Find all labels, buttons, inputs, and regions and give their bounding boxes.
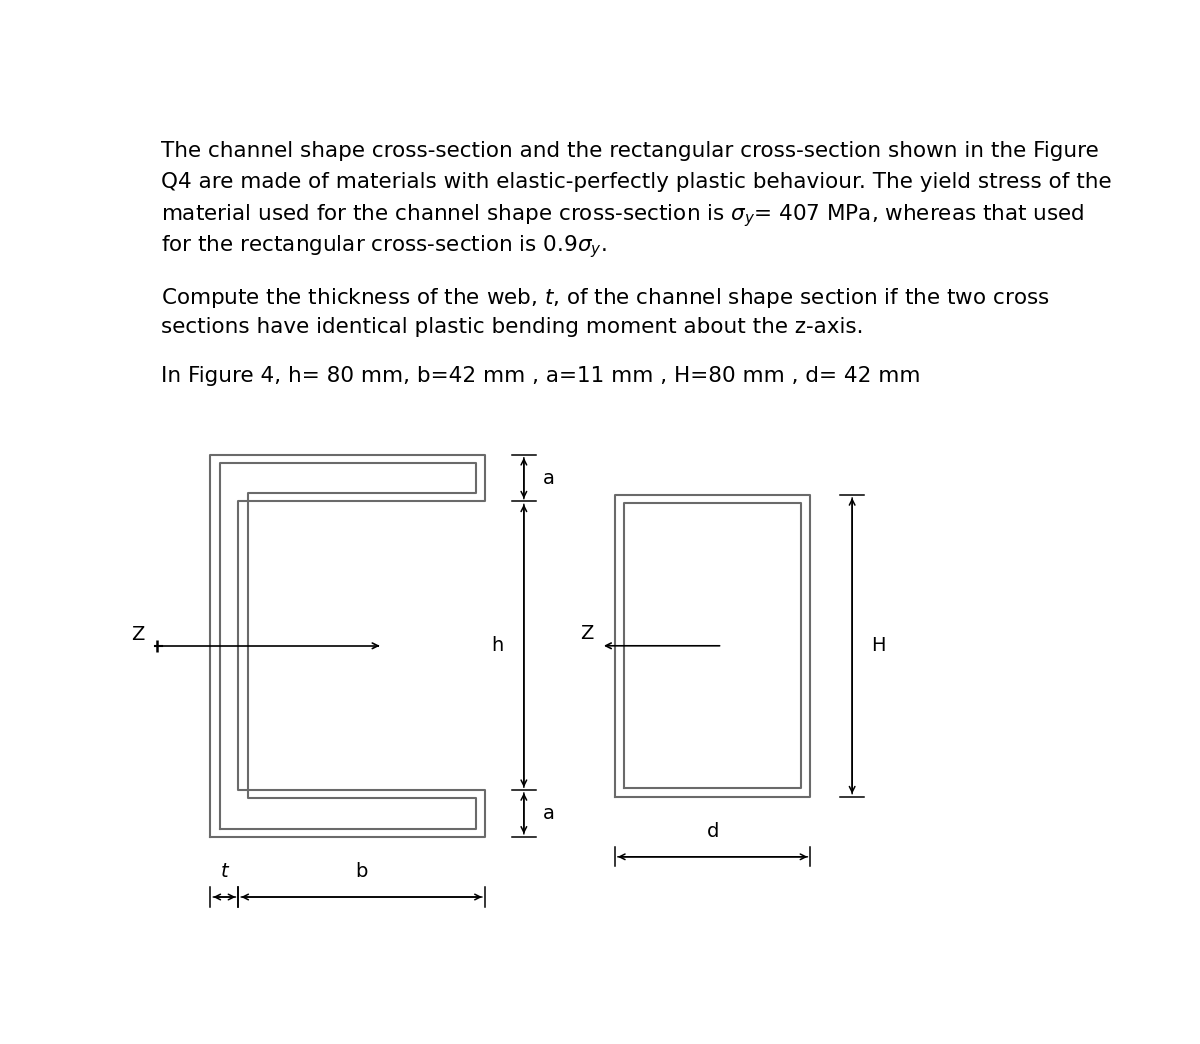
Text: h: h: [491, 636, 504, 656]
Text: sections have identical plastic bending moment about the z-axis.: sections have identical plastic bending …: [161, 316, 864, 336]
Text: Z: Z: [581, 624, 594, 643]
Text: d: d: [707, 822, 719, 840]
Text: Q4 are made of materials with elastic-perfectly plastic behaviour. The yield str: Q4 are made of materials with elastic-pe…: [161, 172, 1111, 192]
Text: Z: Z: [131, 625, 144, 644]
Text: In Figure 4, h= 80 mm, b=42 mm , a=11 mm , H=80 mm , d= 42 mm: In Figure 4, h= 80 mm, b=42 mm , a=11 mm…: [161, 366, 920, 386]
Text: The channel shape cross-section and the rectangular cross-section shown in the F: The channel shape cross-section and the …: [161, 141, 1099, 162]
Text: for the rectangular cross-section is 0.9$\sigma_y$.: for the rectangular cross-section is 0.9…: [161, 233, 607, 260]
Text: b: b: [355, 862, 367, 881]
Text: Compute the thickness of the web, $t$, of the channel shape section if the two c: Compute the thickness of the web, $t$, o…: [161, 286, 1050, 310]
Text: material used for the channel shape cross-section is $\sigma_y$= 407 MPa, wherea: material used for the channel shape cros…: [161, 203, 1085, 230]
Text: H: H: [871, 636, 886, 656]
Text: a: a: [542, 804, 554, 823]
Text: t: t: [221, 862, 228, 881]
Text: a: a: [542, 469, 554, 488]
